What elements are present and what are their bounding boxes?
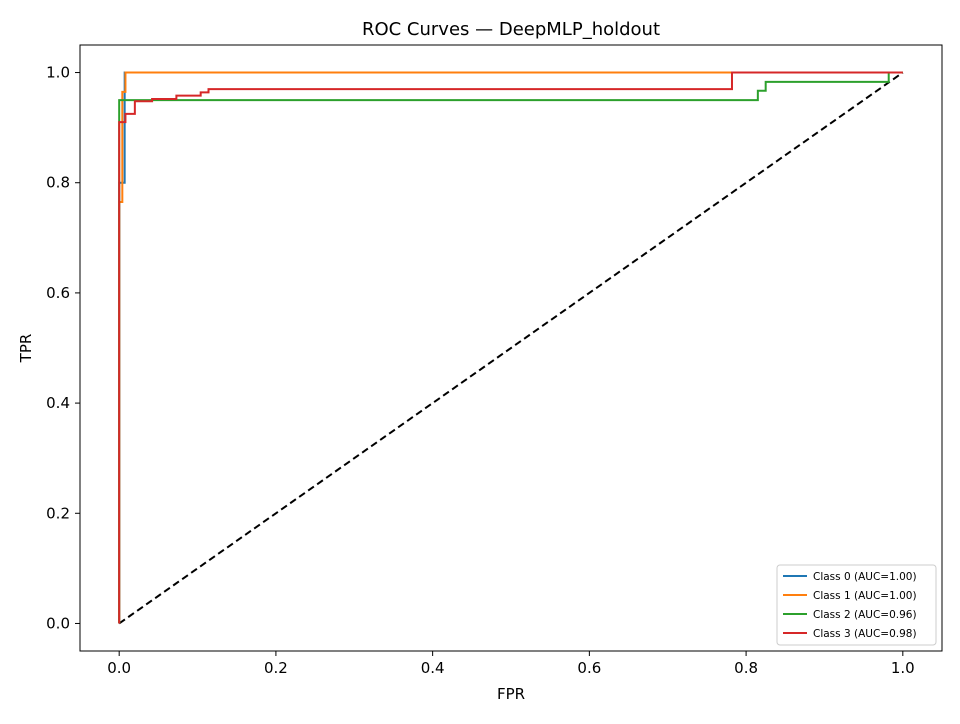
y-tick-label: 0.2: [46, 504, 70, 522]
x-axis-label: FPR: [497, 685, 525, 703]
y-axis-label: TPR: [17, 334, 35, 364]
roc-curve-class-3: [118, 71, 903, 624]
axes-frame: [79, 44, 943, 652]
y-tick-label: 0.6: [46, 284, 70, 302]
legend-label-class-2: Class 2 (AUC=0.96): [813, 609, 917, 621]
y-tick-label: 0.8: [46, 174, 70, 192]
chart-title: ROC Curves — DeepMLP_holdout: [362, 19, 660, 40]
legend-label-class-0: Class 0 (AUC=1.00): [813, 571, 917, 583]
x-tick-label: 0.2: [264, 659, 288, 677]
x-tick-label: 1.0: [891, 659, 915, 677]
roc-curve-class-2: [118, 71, 903, 624]
y-tick-label: 0.4: [46, 394, 70, 412]
y-tick-label: 1.0: [46, 64, 70, 82]
x-tick-label: 0.0: [107, 659, 131, 677]
plot-area: 0.0 0.2 0.4 0.6 0.8 1.0 0.0 0.2 0.4 0.6 0.8 1.0: [46, 44, 943, 677]
legend: Class 0 (AUC=1.00) Class 1 (AUC=1.00) Clas…: [776, 564, 937, 646]
y-tick-label: 0.0: [46, 614, 70, 632]
x-tick-label: 0.8: [734, 659, 758, 677]
x-tick-label: 0.6: [577, 659, 601, 677]
legend-label-class-1: Class 1 (AUC=1.00): [813, 590, 917, 602]
legend-box: [776, 564, 937, 646]
legend-label-class-3: Class 3 (AUC=0.98): [813, 628, 917, 640]
x-tick-label: 0.4: [421, 659, 445, 677]
chance-diagonal-line: [118, 71, 904, 625]
